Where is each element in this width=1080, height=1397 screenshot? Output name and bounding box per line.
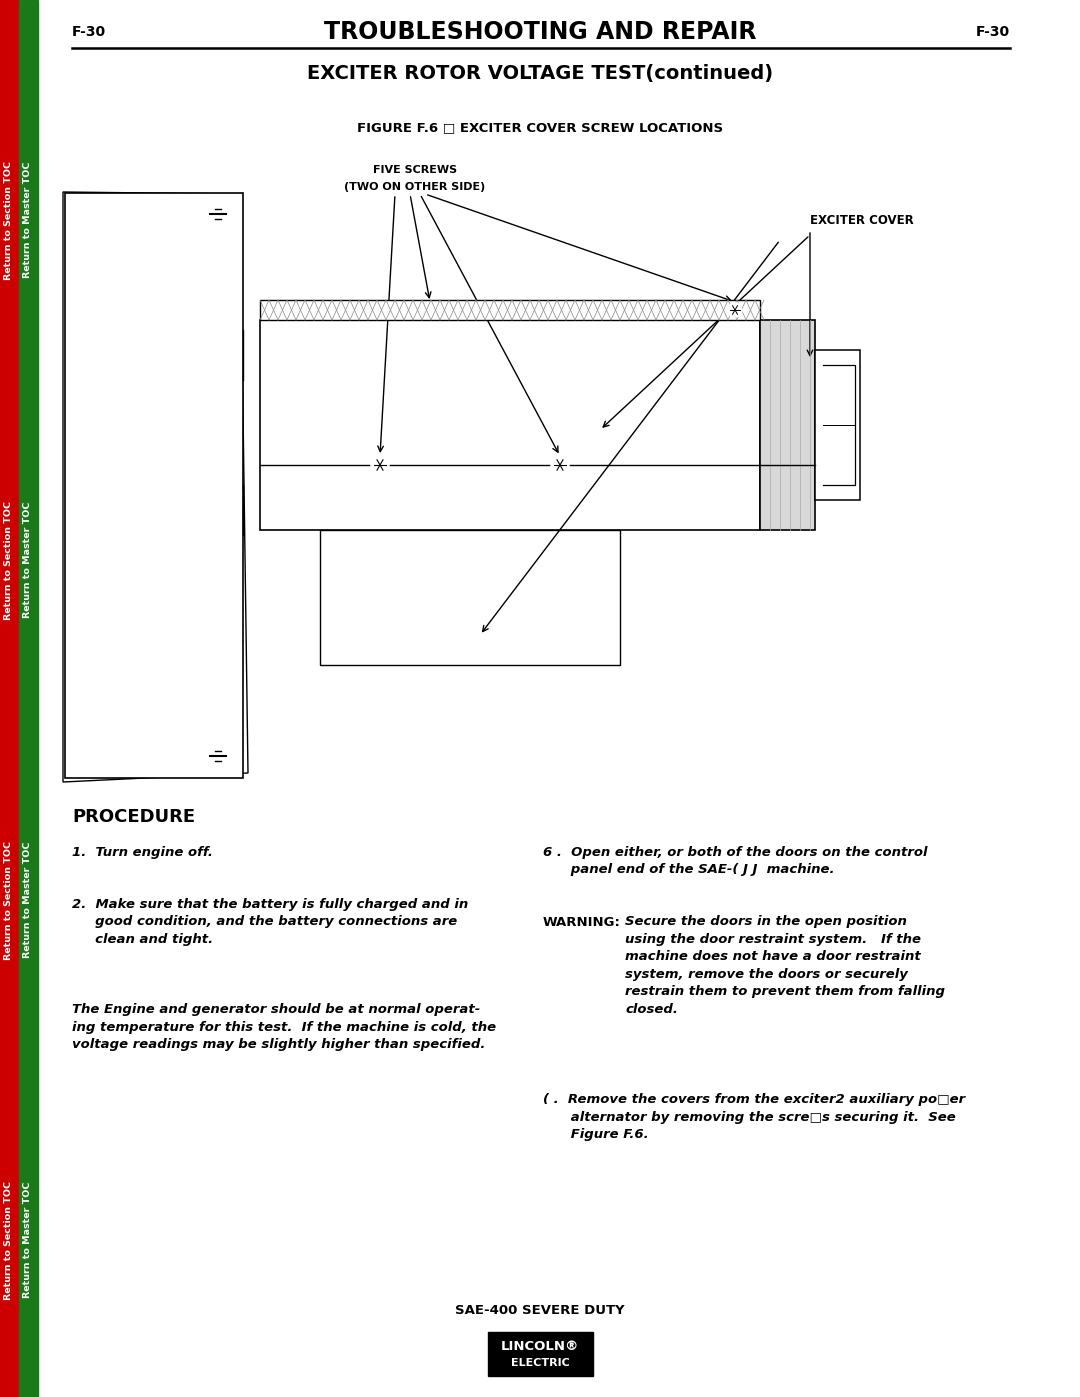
Text: FIVE SCREWS: FIVE SCREWS [373,165,457,175]
Polygon shape [320,529,620,665]
Text: voltage readings may be slightly higher than specified.: voltage readings may be slightly higher … [72,1038,485,1051]
Text: Return to Master TOC: Return to Master TOC [24,502,32,619]
Text: EXCITER COVER: EXCITER COVER [810,214,914,226]
Circle shape [551,455,569,474]
Text: Return to Section TOC: Return to Section TOC [4,1180,14,1299]
Polygon shape [260,300,760,320]
Circle shape [728,303,742,317]
Text: clean and tight.: clean and tight. [72,933,213,946]
Text: Secure the doors in the open position: Secure the doors in the open position [625,915,907,929]
Text: Return to Section TOC: Return to Section TOC [4,841,14,960]
Text: LINCOLN®: LINCOLN® [501,1340,579,1352]
Polygon shape [815,351,860,500]
Polygon shape [65,193,243,778]
Text: SAE-400 SEVERE DUTY: SAE-400 SEVERE DUTY [455,1303,625,1316]
Text: WARNING:: WARNING: [543,915,621,929]
Text: (TWO ON OTHER SIDE): (TWO ON OTHER SIDE) [345,182,486,191]
Circle shape [372,455,389,474]
Text: good condition, and the battery connections are: good condition, and the battery connecti… [72,915,457,929]
Polygon shape [260,320,760,529]
Text: system, remove the doors or securely: system, remove the doors or securely [625,968,908,981]
Text: ing temperature for this test.  If the machine is cold, the: ing temperature for this test. If the ma… [72,1020,496,1034]
Text: Return to Section TOC: Return to Section TOC [4,500,14,619]
Text: ( .  Remove the covers from the exciter2 auxiliary po□er: ( . Remove the covers from the exciter2 … [543,1092,966,1106]
Text: ELECTRIC: ELECTRIC [511,1358,569,1368]
Text: using the door restraint system.   If the: using the door restraint system. If the [625,933,921,946]
Text: machine does not have a door restraint: machine does not have a door restraint [625,950,921,964]
Text: F-30: F-30 [72,25,106,39]
Polygon shape [63,191,248,782]
Text: 6 .  Open either, or both of the doors on the control: 6 . Open either, or both of the doors on… [543,847,928,859]
Bar [487,1331,593,1376]
Text: panel end of the SAE-( J J  machine.: panel end of the SAE-( J J machine. [543,863,835,876]
Text: 1.  Turn engine off.: 1. Turn engine off. [72,847,213,859]
Text: 2.  Make sure that the battery is fully charged and in: 2. Make sure that the battery is fully c… [72,898,469,911]
Text: restrain them to prevent them from falling: restrain them to prevent them from falli… [625,985,945,999]
Text: Return to Master TOC: Return to Master TOC [24,842,32,958]
Text: The Engine and generator should be at normal operat-: The Engine and generator should be at no… [72,1003,481,1016]
Text: Return to Master TOC: Return to Master TOC [24,162,32,278]
Text: Figure F.6.: Figure F.6. [543,1127,649,1141]
Text: closed.: closed. [625,1003,678,1016]
Bar [489,1334,591,1375]
Polygon shape [70,198,230,775]
Text: FIGURE F.6 □ EXCITER COVER SCREW LOCATIONS: FIGURE F.6 □ EXCITER COVER SCREW LOCATIO… [356,122,724,134]
Text: Return to Master TOC: Return to Master TOC [24,1182,32,1298]
Bar [19,0,38,1397]
Text: TROUBLESHOOTING AND REPAIR: TROUBLESHOOTING AND REPAIR [324,20,756,43]
Text: PROCEDURE: PROCEDURE [72,807,195,826]
Polygon shape [760,320,815,529]
Bar [0,0,19,1397]
Text: F-30: F-30 [976,25,1010,39]
Text: EXCITER ROTOR VOLTAGE TEST(continued): EXCITER ROTOR VOLTAGE TEST(continued) [307,64,773,84]
Text: alternator by removing the scre□s securing it.  See: alternator by removing the scre□s securi… [543,1111,956,1123]
Text: Return to Section TOC: Return to Section TOC [4,161,14,279]
